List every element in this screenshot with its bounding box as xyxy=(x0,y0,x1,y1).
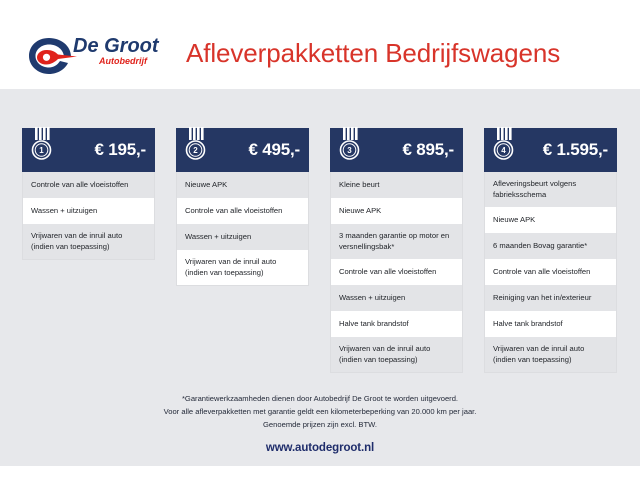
list-item: Kleine beurt xyxy=(331,172,462,198)
list-item: Controle van alle vloeistoffen xyxy=(23,172,154,198)
medal-number: 3 xyxy=(347,146,352,155)
list-item: Controle van alle vloeistoffen xyxy=(485,259,616,285)
list-item: Vrijwaren van de inruil auto (indien van… xyxy=(331,337,462,372)
svg-text:Autobedrijf: Autobedrijf xyxy=(98,56,148,66)
list-item: Wassen + uitzuigen xyxy=(331,285,462,311)
disclaimer-line-2: Voor alle afleverpakketten met garantie … xyxy=(163,407,477,416)
package-card-4[interactable]: 4 € 1.595,- Afleveringsbeurt volgens fab… xyxy=(484,126,617,373)
medal-icon: 4 xyxy=(490,126,520,166)
package-header-4: 4 € 1.595,- xyxy=(484,126,617,172)
list-item: Controle van alle vloeistoffen xyxy=(331,259,462,285)
list-item: Halve tank brandstof xyxy=(485,311,616,337)
medal-number: 1 xyxy=(39,146,44,155)
medal-number: 2 xyxy=(193,146,198,155)
header-band: De Groot Autobedrijf Afleverpakketten Be… xyxy=(0,0,640,89)
package-item-list-4: Afleveringsbeurt volgens fabrieksschema … xyxy=(484,172,617,373)
package-price: € 195,- xyxy=(94,140,146,159)
package-header-2: 2 € 495,- xyxy=(176,126,309,172)
package-header-1: 1 € 195,- xyxy=(22,126,155,172)
medal-number: 4 xyxy=(501,146,506,155)
package-columns: 1 € 195,- Controle van alle vloeistoffen… xyxy=(22,126,618,373)
package-price: € 495,- xyxy=(248,140,300,159)
medal-icon: 3 xyxy=(336,126,366,166)
list-item: Reiniging van het in/exterieur xyxy=(485,285,616,311)
package-card-2[interactable]: 2 € 495,- Nieuwe APK Controle van alle v… xyxy=(176,126,309,286)
list-item: Afleveringsbeurt volgens fabrieksschema xyxy=(485,172,616,207)
medal-icon: 2 xyxy=(182,126,212,166)
disclaimer-line-1: *Garantiewerkzaamheden dienen door Autob… xyxy=(181,394,459,403)
list-item: Controle van alle vloeistoffen xyxy=(177,198,308,224)
package-item-list-1: Controle van alle vloeistoffen Wassen + … xyxy=(22,172,155,260)
package-card-1[interactable]: 1 € 195,- Controle van alle vloeistoffen… xyxy=(22,126,155,260)
list-item: Wassen + uitzuigen xyxy=(177,224,308,250)
package-item-list-3: Kleine beurt Nieuwe APK 3 maanden garant… xyxy=(330,172,463,373)
package-item-list-2: Nieuwe APK Controle van alle vloeistoffe… xyxy=(176,172,309,286)
package-header-3: 3 € 895,- xyxy=(330,126,463,172)
de-groot-logo[interactable]: De Groot Autobedrijf xyxy=(27,30,173,78)
package-price: € 895,- xyxy=(402,140,454,159)
footer-disclaimer: *Garantiewerkzaamheden dienen door Autob… xyxy=(60,392,580,431)
list-item: 6 maanden Bovag garantie* xyxy=(485,233,616,259)
list-item: Nieuwe APK xyxy=(485,207,616,233)
bottom-white-strip xyxy=(0,466,640,480)
package-card-3[interactable]: 3 € 895,- Kleine beurt Nieuwe APK 3 maan… xyxy=(330,126,463,373)
list-item: Wassen + uitzuigen xyxy=(23,198,154,224)
list-item: Vrijwaren van de inruil auto (indien van… xyxy=(23,224,154,259)
list-item: Halve tank brandstof xyxy=(331,311,462,337)
medal-icon: 1 xyxy=(28,126,58,166)
package-price: € 1.595,- xyxy=(542,140,609,159)
list-item: 3 maanden garantie op motor en versnelli… xyxy=(331,224,462,259)
list-item: Vrijwaren van de inruil auto (indien van… xyxy=(485,337,616,372)
disclaimer-line-3: Genoemde prijzen zijn excl. BTW. xyxy=(263,420,377,429)
list-item: Nieuwe APK xyxy=(331,198,462,224)
list-item: Nieuwe APK xyxy=(177,172,308,198)
website-link[interactable]: www.autodegroot.nl xyxy=(265,442,375,454)
page-title: Afleverpakketten Bedrijfswagens xyxy=(186,38,561,68)
list-item: Vrijwaren van de inruil auto (indien van… xyxy=(177,250,308,285)
svg-text:De Groot: De Groot xyxy=(73,35,160,57)
